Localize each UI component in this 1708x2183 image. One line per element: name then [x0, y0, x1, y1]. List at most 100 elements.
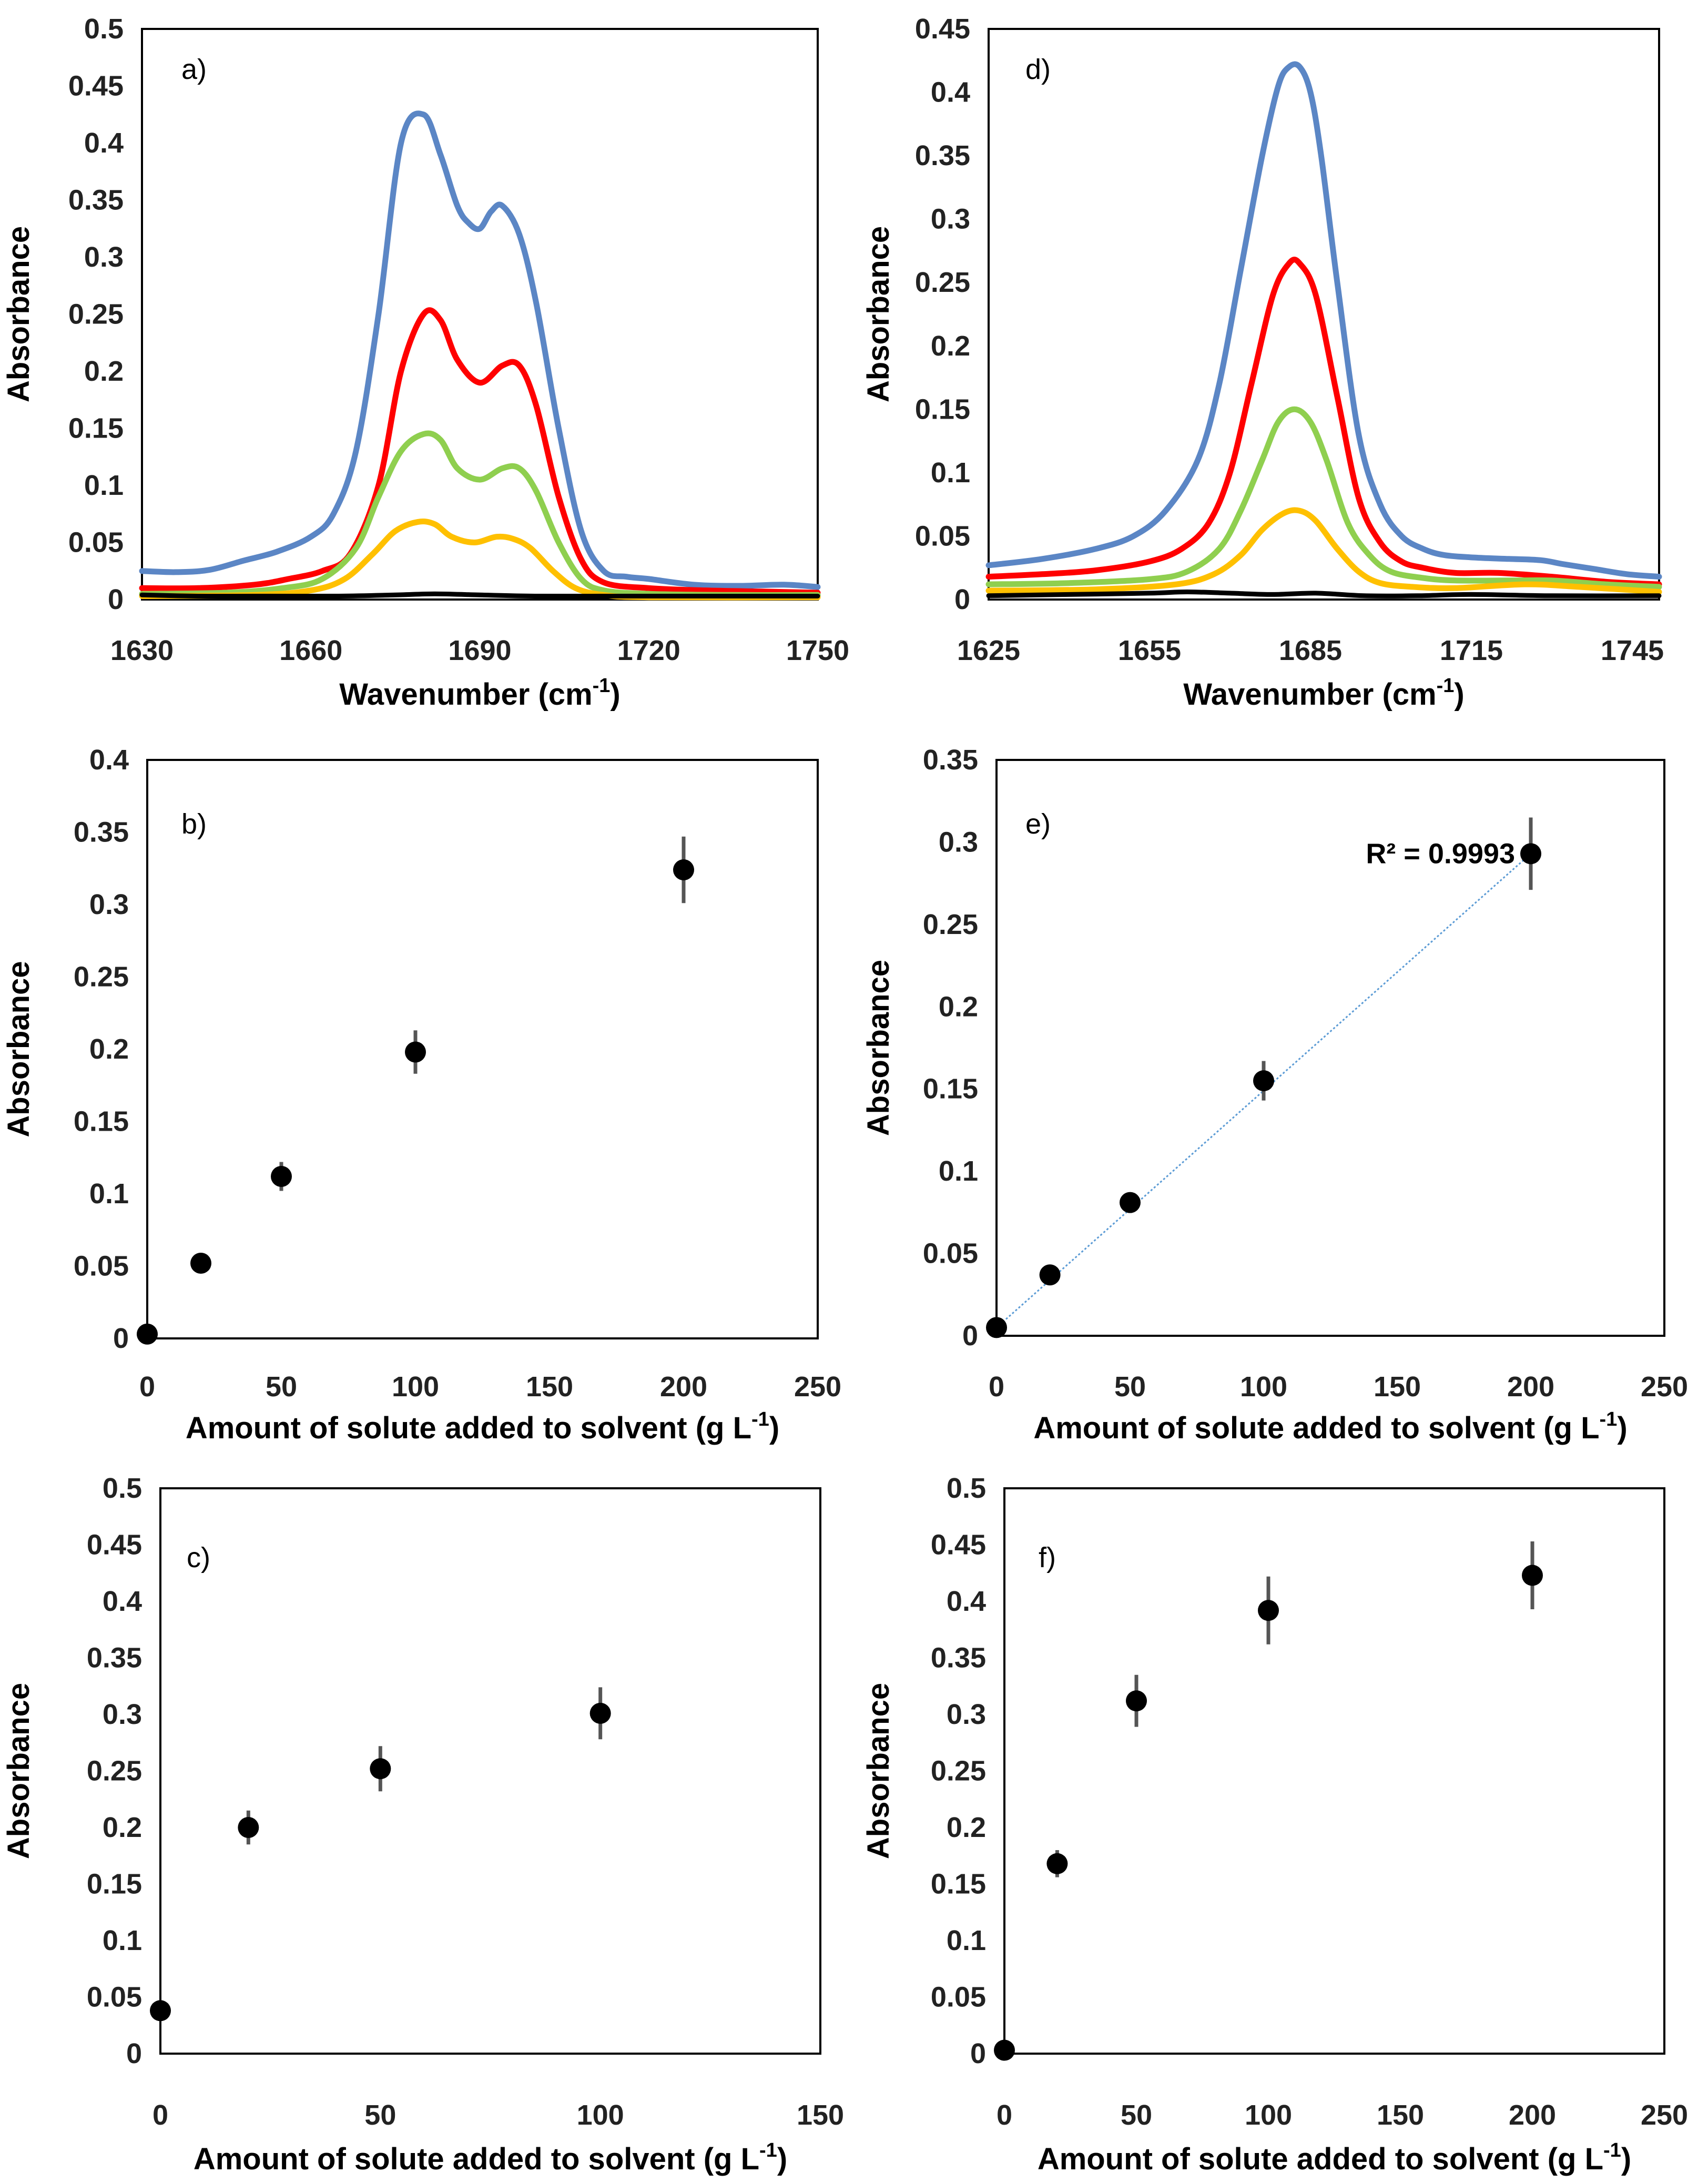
x-tick-label: 50	[1121, 2099, 1152, 2131]
series-line-black	[139, 591, 820, 599]
chart-panel-b: b) 0 0.05 0.1 0.15 0.2 0.25 0.3 0.35 0.4 0 50 100 150…	[2, 744, 841, 1445]
data-point	[1520, 843, 1541, 865]
plot-frame-c	[159, 1487, 821, 2055]
plot-frame-f	[1003, 1487, 1665, 2055]
y-tick-label: 0.4	[103, 1586, 142, 1617]
y-tick-label: 0	[970, 2038, 986, 2069]
series-line-red	[985, 257, 1662, 587]
x-axis-title-close: )	[769, 1411, 779, 1445]
x-axis-title-superscript: -1	[1603, 2139, 1621, 2161]
y-tick-label: 0.35	[87, 1642, 142, 1674]
y-tick-label: 0.15	[68, 413, 124, 444]
y-tick-label: 0.2	[947, 1812, 986, 1843]
x-axis-title: Amount of solute added to solvent (g L-1…	[1033, 1408, 1627, 1445]
chart-panel-c: c) 0 0.05 0.1 0.15 0.2 0.25 0.3 0.35 0.4 0.45 0.5 0 5…	[2, 1473, 844, 2176]
x-axis-title-close: )	[1621, 2142, 1631, 2176]
x-axis-title-text: Wavenumber (cm	[1183, 677, 1436, 712]
data-point	[1126, 1690, 1147, 1712]
data-point	[1522, 1565, 1543, 1586]
y-tick-label: 0.3	[931, 204, 970, 235]
x-tick-label: 1750	[786, 635, 849, 666]
panel-label-a: a)	[181, 54, 207, 85]
y-tick-label: 0.35	[923, 744, 978, 776]
y-tick-label: 0	[962, 1320, 978, 1352]
y-tick-label: 0.4	[89, 744, 129, 776]
y-tick-label: 0.25	[74, 961, 129, 993]
x-axis-title-close: )	[1617, 1411, 1627, 1445]
x-axis-title-text: Amount of solute added to solvent (g L	[186, 1411, 751, 1445]
y-tick-label: 0.3	[939, 826, 978, 858]
y-tick-label: 0.2	[89, 1033, 129, 1065]
y-tick-label: 0.35	[931, 1642, 986, 1674]
y-tick-label: 0	[126, 2038, 142, 2069]
data-point	[271, 1166, 292, 1187]
y-tick-label: 0.15	[915, 393, 970, 425]
x-axis-title: Amount of solute added to solvent (g L-1…	[194, 2139, 787, 2176]
y-axis-title: Absorbance	[861, 226, 896, 402]
x-tick-label: 1685	[1279, 635, 1342, 666]
x-tick-label: 100	[577, 2099, 624, 2131]
x-tick-label: 100	[1240, 1371, 1287, 1403]
y-tick-label: 0.05	[931, 1982, 986, 2013]
x-axis-title: Wavenumber (cm-1)	[339, 675, 620, 712]
x-axis-title-superscript: -1	[593, 675, 611, 697]
x-tick-label: 1655	[1118, 635, 1181, 666]
series-line-blue	[139, 110, 821, 590]
y-tick-label: 0.35	[68, 185, 124, 216]
y-tick-label: 0.5	[103, 1473, 142, 1504]
x-axis-title-close: )	[777, 2142, 787, 2176]
y-tick-label: 0.05	[923, 1238, 978, 1270]
y-tick-label: 0.2	[939, 991, 978, 1022]
y-tick-label: 0.05	[87, 1982, 142, 2013]
y-tick-label: 0.2	[931, 330, 970, 362]
data-point	[190, 1253, 211, 1274]
data-point	[1039, 1264, 1061, 1286]
y-tick-label: 0.05	[74, 1251, 129, 1282]
x-axis-title-superscript: -1	[1600, 1408, 1618, 1430]
x-axis-title: Wavenumber (cm-1)	[1183, 675, 1464, 712]
y-tick-label: 0.25	[68, 299, 124, 330]
y-tick-label: 0.4	[947, 1586, 986, 1617]
y-axis-title: Absorbance	[2, 1683, 36, 1859]
y-tick-label: 0.3	[84, 241, 124, 273]
y-axis-title: Absorbance	[2, 961, 36, 1137]
x-tick-label: 200	[1507, 1371, 1554, 1403]
y-tick-label: 0.1	[89, 1178, 129, 1210]
y-tick-label: 0.15	[74, 1106, 129, 1138]
series-line-black	[986, 590, 1662, 598]
data-point	[986, 1317, 1007, 1338]
plot-frame-d	[988, 28, 1660, 601]
y-tick-label: 0.45	[915, 13, 970, 45]
chart-panel-d: d) 0 0.05 0.1 0.15 0.2 0.25 0.3 0.35 0.4 0.45 1625 1…	[861, 13, 1664, 712]
plot-frame-b	[146, 759, 819, 1339]
y-axis-title: Absorbance	[861, 1683, 896, 1859]
y-tick-label: 0.1	[103, 1925, 142, 1956]
x-tick-label: 0	[997, 2099, 1012, 2131]
x-tick-label: 100	[392, 1371, 439, 1403]
y-tick-label: 0.25	[931, 1755, 986, 1787]
x-axis-title-text: Wavenumber (cm	[339, 677, 592, 712]
y-tick-label: 0.2	[103, 1812, 142, 1843]
y-tick-label: 0	[954, 584, 970, 615]
y-tick-label: 0.15	[87, 1869, 142, 1900]
x-tick-label: 50	[1114, 1371, 1146, 1403]
y-tick-label: 0.25	[87, 1755, 142, 1787]
data-point	[150, 2000, 171, 2022]
data-point	[1120, 1192, 1141, 1213]
data-point	[589, 1702, 611, 1724]
x-tick-label: 0	[139, 1371, 155, 1403]
plot-frame-a	[141, 28, 819, 601]
series-line-red	[139, 307, 821, 596]
data-point	[673, 859, 694, 880]
x-tick-label: 250	[1641, 2099, 1688, 2131]
data-point	[1258, 1600, 1279, 1621]
chart-panel-a: a) 0 0.05 0.1 0.15 0.2 0.25 0.3 0.35 0.4 0.45 0.5 16…	[2, 13, 849, 712]
y-tick-label: 0.45	[68, 70, 124, 102]
x-axis-title-text: Amount of solute added to solvent (g L	[1033, 1411, 1599, 1445]
x-tick-label: 50	[364, 2099, 396, 2131]
x-axis-title-close: )	[610, 677, 620, 712]
x-tick-label: 1745	[1601, 635, 1664, 666]
y-tick-label: 0.35	[74, 817, 129, 848]
plot-frame-e	[995, 759, 1665, 1337]
